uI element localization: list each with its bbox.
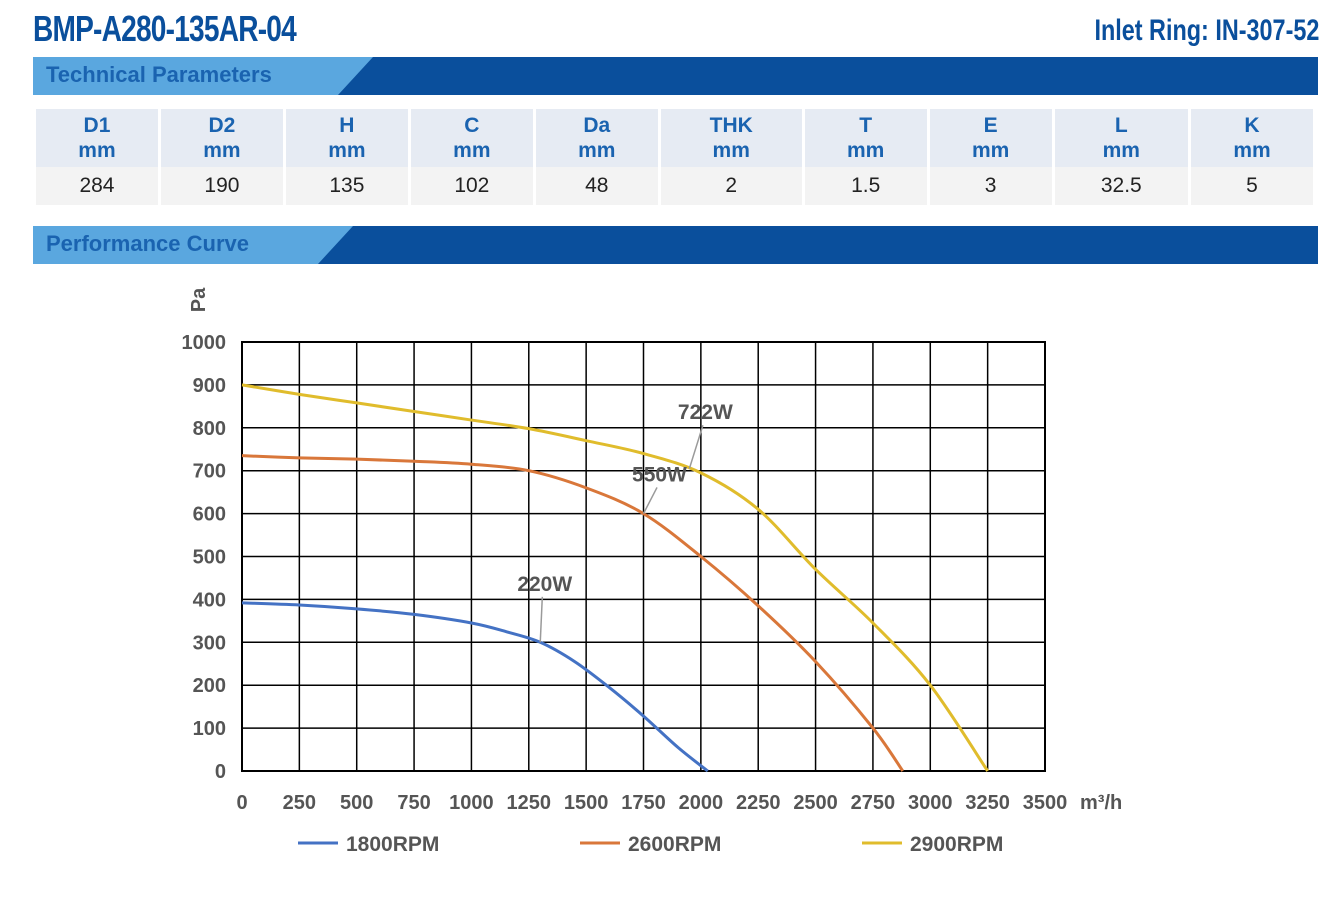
x-tick-label: 3500: [1023, 792, 1068, 814]
param-header-thk: THK mm: [660, 109, 802, 167]
section-bar-shape: [33, 57, 1318, 95]
annotation-label: 220W: [517, 573, 572, 596]
x-tick-label: 250: [283, 792, 316, 814]
legend-label: 2600RPM: [628, 833, 721, 856]
y-tick-label: 600: [193, 504, 226, 526]
y-tick-label: 900: [193, 375, 226, 397]
param-name: E: [983, 114, 998, 137]
param-value-l: 32.5: [1054, 167, 1189, 205]
param-header-da: Da mm: [535, 109, 658, 167]
x-tick-label: 1500: [564, 792, 609, 814]
x-tick-label: 2000: [679, 792, 724, 814]
param-unit: mm: [203, 139, 241, 162]
x-tick-label: 2250: [736, 792, 781, 814]
param-name: THK: [709, 114, 753, 137]
x-tick-label: 2750: [851, 792, 896, 814]
param-unit: mm: [1233, 139, 1271, 162]
param-name: C: [464, 114, 480, 137]
technical-parameters-bar: Technical Parameters: [33, 57, 1318, 95]
x-tick-label: 0: [236, 792, 247, 814]
param-unit: mm: [846, 139, 885, 162]
param-name: K: [1244, 114, 1260, 137]
series-line-2900rpm: [241, 383, 989, 772]
performance-curve-heading: Performance Curve: [46, 231, 249, 256]
annotation-leader: [688, 424, 704, 469]
performance-curve-bar: Performance Curve: [33, 226, 1318, 264]
param-value-e: 3: [929, 167, 1052, 205]
x-tick-label: 1000: [449, 792, 494, 814]
annotation-leader: [642, 487, 658, 514]
annotation-label: 722W: [678, 401, 733, 424]
y-tick-label: 700: [193, 461, 226, 483]
param-name: H: [339, 114, 355, 137]
y-tick-label: 1000: [182, 332, 227, 354]
legend-label: 2900RPM: [910, 833, 1003, 856]
param-unit: mm: [712, 139, 750, 162]
param-unit: mm: [328, 139, 366, 162]
param-name: D2: [208, 114, 236, 137]
performance-chart: 0 250 500 750 1000 1250 1500 1750 2000 2250 2500 27…: [182, 287, 1123, 856]
param-unit: mm: [78, 139, 116, 162]
param-unit: mm: [1102, 139, 1140, 162]
param-value-d1: 284: [36, 167, 158, 205]
param-header-d2: D2 mm: [160, 109, 283, 167]
y-tick-label: 800: [193, 418, 226, 440]
x-tick-label: 500: [340, 792, 373, 814]
x-tick-label: 3000: [908, 792, 953, 814]
x-tick-label: 1750: [621, 792, 666, 814]
x-tick-label: 750: [397, 792, 430, 814]
y-tick-label: 300: [193, 632, 226, 654]
series-line-2600rpm: [241, 454, 904, 772]
technical-parameters-heading: Technical Parameters: [46, 62, 272, 87]
y-tick-label: 100: [193, 718, 226, 740]
param-unit: mm: [453, 139, 491, 162]
series-line-1800rpm: [241, 601, 709, 773]
param-value-d2: 190: [160, 167, 283, 205]
y-tick-label: 400: [193, 589, 226, 611]
x-tick-label: 2500: [793, 792, 838, 814]
param-header-d1: D1 mm: [36, 109, 158, 167]
product-title: BMP-A280-135AR-04: [33, 8, 297, 49]
param-value-k: 5: [1191, 167, 1313, 205]
param-name: Da: [583, 114, 611, 137]
param-value-c: 102: [410, 167, 533, 205]
parameters-value-row: 284 190 135 102 48 2 1.5 3 32.5 5: [36, 167, 1313, 205]
section-bar-shape: [33, 226, 1318, 264]
annotation-label: 550W: [632, 463, 687, 486]
param-value-h: 135: [285, 167, 408, 205]
inlet-ring-label: Inlet Ring: IN-307-52: [1094, 14, 1319, 47]
param-name: D1: [83, 114, 111, 137]
legend-label: 1800RPM: [346, 833, 439, 856]
param-value-t: 1.5: [804, 167, 927, 205]
param-name: L: [1114, 114, 1128, 137]
x-tick-label: 3250: [965, 792, 1010, 814]
x-tick-label: 1250: [507, 792, 552, 814]
param-unit: mm: [578, 139, 616, 162]
param-name: T: [859, 114, 873, 137]
y-tick-label: 0: [215, 761, 226, 783]
y-tick-label: 500: [193, 547, 226, 569]
param-value-thk: 2: [660, 167, 802, 205]
y-axis-label: Pa: [188, 287, 210, 312]
y-tick-label: 200: [193, 675, 226, 697]
x-axis-label: m³/h: [1080, 792, 1122, 814]
param-value-da: 48: [535, 167, 658, 205]
annotation-leader: [539, 596, 544, 643]
param-unit: mm: [971, 139, 1010, 162]
